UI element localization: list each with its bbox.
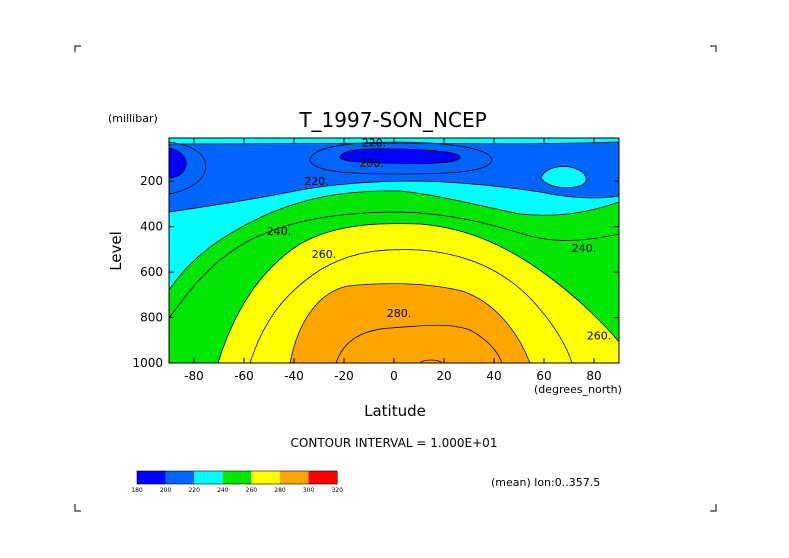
- y-axis-label: Level: [107, 231, 125, 271]
- contour-label: 220.: [304, 175, 329, 188]
- x-tick-label: -60: [234, 369, 254, 383]
- colorbar-tick-label: 260: [246, 487, 258, 494]
- contour-fills: [169, 138, 619, 363]
- fill-band-240-corner: [169, 288, 196, 340]
- colorbar: 180 200 220 240 260 280 300 320: [131, 470, 343, 494]
- colorbar-swatch: [280, 471, 309, 484]
- contour-line: [169, 190, 619, 291]
- contour-line: [249, 249, 573, 363]
- contour-line: [169, 211, 619, 319]
- contour-line: [217, 223, 619, 363]
- contour-line: [419, 359, 443, 363]
- x-tick-label: -20: [334, 369, 354, 383]
- contour-line: [339, 148, 461, 164]
- crop-marks: [74, 45, 717, 512]
- contour-line: [169, 180, 619, 213]
- chart-title: T_1997-SON_NCEP: [298, 108, 486, 132]
- colorbar-tick-label: 300: [303, 487, 315, 494]
- x-tick-label: 20: [436, 369, 451, 383]
- contour-label: 280.: [387, 307, 412, 320]
- x-tick-label: 80: [586, 369, 601, 383]
- contour-label: 260.: [587, 330, 612, 343]
- colorbar-swatch: [137, 471, 166, 484]
- contour-label: 240.: [572, 242, 597, 255]
- subset-text: (mean) lon:0..357.5: [491, 476, 600, 489]
- colorbar-tick-label: 280: [274, 487, 286, 494]
- colorbar-swatch: [165, 471, 195, 484]
- x-tick-label: -80: [184, 369, 204, 383]
- contour-line: [169, 147, 187, 179]
- contour-labels: 220. 200. 220. 240. 260. 280. 240. 260.: [267, 137, 612, 343]
- y-unit-label: (millibar): [108, 112, 158, 125]
- y-tick-label: 800: [140, 311, 163, 325]
- x-tick-label: 0: [390, 369, 398, 383]
- colorbar-swatch: [222, 471, 252, 484]
- fill-cyan-patch: [541, 166, 587, 188]
- fill-band-280b: [290, 283, 530, 363]
- colorbar-tick-label: 200: [160, 487, 172, 494]
- y-axis: 200 400 600 800 1000: [132, 174, 619, 370]
- contour-label: 220.: [362, 137, 387, 150]
- x-tick-label: 60: [536, 369, 551, 383]
- contour-label: 240.: [267, 225, 292, 238]
- x-tick-label: 40: [486, 369, 501, 383]
- x-axis: -80 -60 -40 -20 0 20 40 60 80: [184, 138, 602, 383]
- y-tick-label: 200: [140, 174, 163, 188]
- contour-interval-text: CONTOUR INTERVAL = 1.000E+01: [291, 436, 498, 450]
- fill-band-200-left: [169, 148, 187, 178]
- contour-line: [335, 324, 503, 363]
- contour-line: [169, 141, 206, 195]
- colorbar-swatch: [251, 471, 280, 484]
- y-tick-label: 1000: [132, 356, 163, 370]
- y-tick-label: 600: [140, 265, 163, 279]
- x-unit-label: (degrees_north): [534, 383, 622, 396]
- colorbar-frame: [136, 470, 338, 485]
- colorbar-tick-label: 180: [131, 487, 143, 494]
- contour-line: [169, 141, 619, 145]
- plot-area: 220.200.220.240.260.280.240.260. -80 -60-…: [132, 137, 620, 383]
- contour-label: 200.: [359, 157, 384, 170]
- colorbar-tick-label: 220: [188, 487, 200, 494]
- colorbar-swatch: [308, 471, 338, 484]
- contour-line: [540, 166, 587, 189]
- x-axis-label: Latitude: [364, 402, 426, 420]
- colorbar-tick-label: 320: [331, 487, 343, 494]
- colorbar-swatch: [194, 471, 223, 484]
- contour-lines: [169, 141, 619, 363]
- colorbar-tick-label: 240: [217, 487, 229, 494]
- contour-label: 260.: [312, 248, 337, 261]
- y-tick-label: 400: [140, 220, 163, 234]
- x-tick-label: -40: [284, 369, 304, 383]
- contour-line: [289, 283, 531, 363]
- fill-band-200-center: [340, 148, 461, 164]
